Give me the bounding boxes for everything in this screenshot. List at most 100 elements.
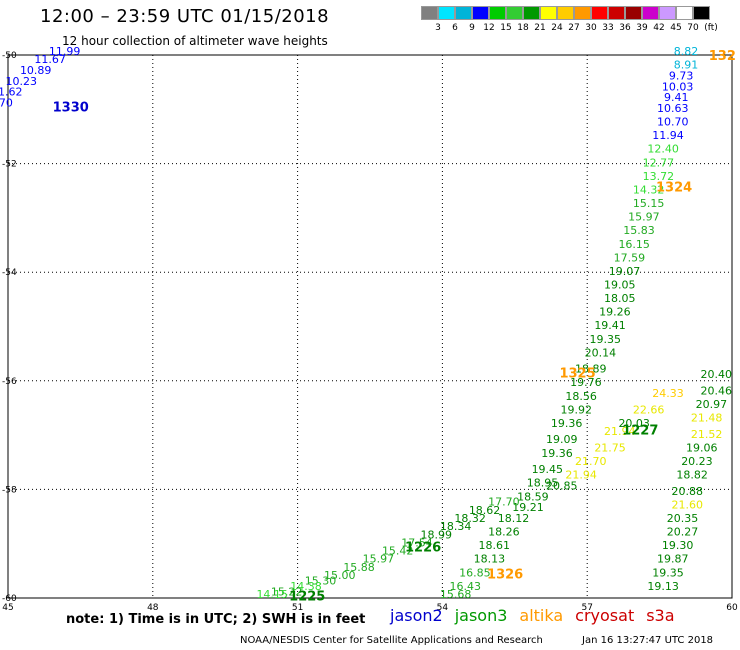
swh-label: 15.68 [440, 588, 472, 601]
swh-label: 17.54 [401, 536, 433, 549]
swh-label: 19.76 [570, 376, 602, 389]
swh-label: 8.82 [674, 45, 699, 58]
colorbar-tick-label: 27 [568, 23, 580, 33]
y-tick-label: -54 [2, 268, 17, 278]
swh-label: 18.34 [440, 520, 472, 533]
swh-label: 10.23 [5, 75, 37, 88]
track-id-label: 1326 [487, 568, 523, 583]
track-id-label: 1225 [289, 589, 325, 604]
colorbar-tick-label: 70 [687, 23, 699, 33]
swh-label: 20.35 [667, 512, 699, 525]
track-id-label: 132 [709, 49, 736, 64]
swh-label: 21.94 [565, 469, 597, 482]
swh-label: 19.30 [662, 539, 694, 552]
colorbar-tick-label: 6 [452, 23, 458, 33]
swh-label: 20.88 [672, 485, 704, 498]
swh-label: 20.97 [696, 398, 728, 411]
colorbar-tick-label: 39 [636, 23, 648, 33]
swh-label: 15.15 [633, 197, 665, 210]
colorbar-swatch [591, 6, 608, 20]
x-tick-label: 51 [292, 603, 303, 613]
swh-label: 9.73 [669, 69, 694, 82]
colorbar-tick-label: 21 [534, 23, 546, 33]
swh-label: 21.75 [594, 441, 626, 454]
y-tick-label: -60 [2, 594, 17, 604]
swh-label: 20.85 [546, 479, 578, 492]
swh-label: 21.94 [604, 425, 636, 438]
swh-label: 10.03 [662, 80, 694, 93]
swh-label: 18.62 [469, 504, 501, 517]
swh-label: 19.06 [686, 441, 718, 454]
swh-label: 18.59 [517, 490, 549, 503]
y-tick-label: -58 [2, 485, 17, 495]
track-id-label: 1330 [53, 101, 89, 116]
colorbar-tick-label: 45 [670, 23, 682, 33]
swh-label: 19.07 [609, 265, 641, 278]
swh-label: 15.83 [623, 224, 655, 237]
colorbar-tick-label: 36 [619, 23, 631, 33]
swh-label: 19.13 [647, 580, 679, 593]
colorbar-swatch [506, 6, 523, 20]
colorbar-swatch [557, 6, 574, 20]
colorbar-swatch [540, 6, 557, 20]
track-id-label: 1324 [656, 180, 692, 195]
swh-label: 8.91 [674, 59, 699, 72]
swh-label: 11.62 [0, 86, 22, 99]
swh-label: 19.35 [652, 566, 684, 579]
colorbar-swatch [642, 6, 659, 20]
swh-label: 15.30 [305, 574, 337, 587]
swh-label: 16.15 [618, 238, 650, 251]
legend-entry: cryosat [575, 606, 635, 625]
colorbar-swatch [625, 6, 642, 20]
swh-label: 19.87 [657, 553, 689, 566]
legend-entry: jason3 [454, 606, 508, 625]
swh-label: 22.66 [633, 403, 665, 416]
colorbar-tick-label: 12 [483, 23, 495, 33]
swh-label: 15.00 [324, 569, 356, 582]
swh-label: 19.05 [604, 278, 636, 291]
swh-label: 19.21 [512, 501, 544, 514]
colorbar-tick-label: 15 [500, 23, 512, 33]
x-tick-label: 54 [437, 603, 449, 613]
swh-label: 18.12 [498, 512, 530, 525]
x-tick-label: 60 [726, 603, 738, 613]
legend-entry: s3a [646, 606, 675, 625]
colorbar-swatch [523, 6, 540, 20]
swh-label: 11.94 [652, 129, 684, 142]
colorbar-tick-label: 30 [585, 23, 597, 33]
swh-label: 18.82 [676, 469, 708, 482]
colorbar-swatch [455, 6, 472, 20]
swh-label: 18.89 [575, 363, 607, 376]
swh-label: 9.41 [664, 91, 689, 104]
y-tick-label: -56 [2, 377, 17, 387]
swh-label: 20.23 [681, 455, 713, 468]
swh-label: 18.56 [565, 390, 597, 403]
swh-label: 14.38 [290, 580, 322, 593]
swh-label: 15.42 [382, 545, 414, 558]
colorbar-swatch [693, 6, 710, 20]
x-tick-label: 45 [2, 603, 13, 613]
colorbar-swatch [676, 6, 693, 20]
track-id-label: 1226 [405, 540, 441, 555]
swh-label: 20.46 [701, 384, 733, 397]
swh-label: 11.99 [49, 45, 81, 58]
swh-label: 14.32 [633, 183, 665, 196]
swh-label: 15.88 [343, 561, 375, 574]
legend-entry: jason2 [390, 606, 443, 625]
swh-label: 14.15 [256, 588, 288, 601]
footer-credit: NOAA/NESDIS Center for Satellite Applica… [240, 635, 543, 646]
chart-subtitle: 12 hour collection of altimeter wave hei… [62, 34, 328, 48]
x-tick-label: 48 [147, 603, 159, 613]
y-tick-label: -52 [2, 160, 17, 170]
swh-label: 20.14 [585, 346, 617, 359]
swh-label: 21.70 [575, 455, 607, 468]
swh-label: 20.03 [618, 417, 650, 430]
colorbar-tick-label: 18 [517, 23, 529, 33]
swh-label: 21.60 [672, 498, 704, 511]
chart-title: 12:00 – 23:59 UTC 01/15/2018 [40, 6, 330, 27]
x-tick-label: 57 [581, 603, 592, 613]
swh-label: 18.26 [488, 526, 520, 539]
colorbar-swatch [574, 6, 591, 20]
swh-label: 11.70 [0, 97, 13, 110]
swh-label: 11.67 [34, 53, 66, 66]
